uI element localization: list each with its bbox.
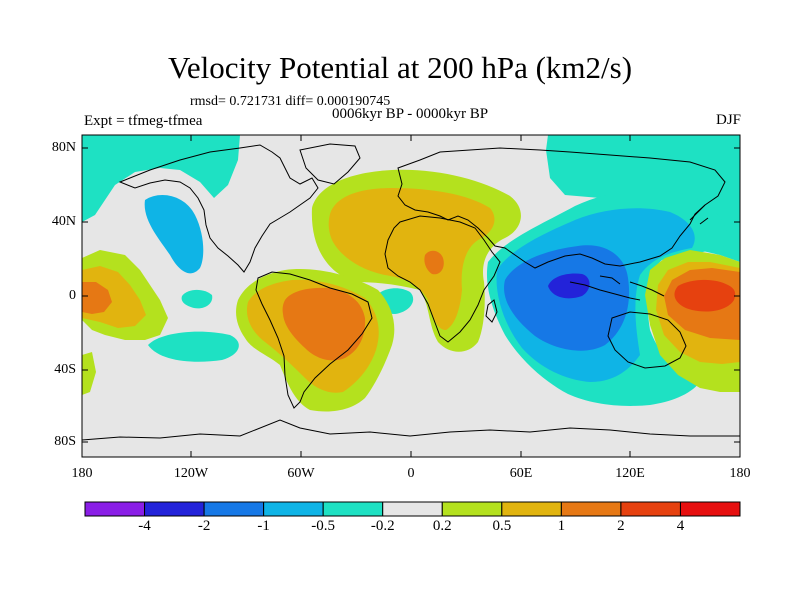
colorbar-box — [322, 501, 384, 517]
colorbar-box — [144, 501, 205, 517]
y-tick-label: 80S — [54, 434, 76, 449]
colorbar-box — [679, 501, 741, 517]
y-tick-label: 80N — [51, 140, 76, 155]
contour-neg02-south-pacific — [148, 331, 239, 362]
coastlines — [82, 143, 740, 441]
colorbar-box — [263, 501, 324, 517]
x-tick-label: 120E — [615, 466, 645, 481]
colorbar-label: -0.5 — [311, 518, 336, 534]
coast-japan — [689, 204, 709, 225]
colorbar-label: -0.2 — [370, 518, 395, 534]
colorbar-label: -2 — [197, 518, 211, 534]
colorbar-label: 1 — [557, 518, 566, 534]
x-tick-label: 60W — [287, 466, 315, 481]
x-tick-label: 180 — [729, 466, 751, 481]
contour-pos02-pacific-west-south — [82, 352, 96, 395]
colorbar-box — [84, 501, 146, 517]
colorbar-label: 2 — [617, 518, 625, 534]
colorbar-box — [620, 501, 681, 517]
contour-pos1-africa — [424, 250, 444, 275]
contour-neg05-north-pacific — [144, 195, 204, 274]
coast-australia — [607, 311, 687, 369]
y-tick-label: 40S — [54, 362, 76, 377]
y-tick-label: 40N — [51, 214, 76, 229]
colorbar-label: 4 — [676, 518, 685, 534]
period-label: 0006kyr BP - 0000kyr BP — [331, 106, 489, 122]
contour-pos2-pacific-east — [674, 279, 736, 312]
velocity-potential-field — [82, 135, 740, 457]
contour-pos05-africa — [328, 188, 495, 330]
contour-pos1-south-america — [282, 287, 366, 361]
colorbar — [84, 501, 741, 517]
coast-antarctica — [82, 419, 740, 441]
map-title: Velocity Potential at 200 hPa (km2/s) — [167, 50, 633, 85]
x-tick-label: 180 — [71, 466, 93, 481]
x-tick-label: 120W — [173, 466, 209, 481]
colorbar-label: -4 — [138, 518, 151, 534]
colorbar-label: -1 — [257, 518, 270, 534]
coast-greenland — [299, 143, 361, 185]
coast-africa — [384, 215, 501, 343]
colorbar-box — [560, 501, 622, 517]
contour-neg02-north — [82, 135, 240, 222]
season-label: DJF — [715, 112, 741, 128]
colorbar-label: 0.2 — [432, 518, 452, 534]
colorbar-box — [203, 501, 265, 517]
colorbar-box — [441, 501, 503, 517]
coast-madagascar — [485, 299, 498, 323]
contour-pos1-pacific-west — [82, 282, 112, 314]
x-tick-label: 0 — [407, 466, 415, 481]
axis-ticks — [82, 135, 740, 457]
experiment-label: Expt = tfmeg-tfmea — [84, 113, 203, 129]
contour-neg2-indian — [548, 273, 590, 299]
colorbar-box — [501, 501, 562, 517]
colorbar-label: 0.5 — [492, 518, 512, 534]
x-tick-label: 60E — [509, 466, 533, 481]
coast-indonesia — [569, 275, 665, 301]
statistics-text: rmsd= 0.721731 diff= 0.000190745 — [190, 94, 391, 109]
y-tick-label: 0 — [69, 288, 76, 303]
coast-north-america — [118, 144, 319, 273]
coast-south-america — [255, 271, 373, 409]
colorbar-box — [382, 501, 443, 517]
contour-neg02-east-pacific — [181, 289, 213, 309]
